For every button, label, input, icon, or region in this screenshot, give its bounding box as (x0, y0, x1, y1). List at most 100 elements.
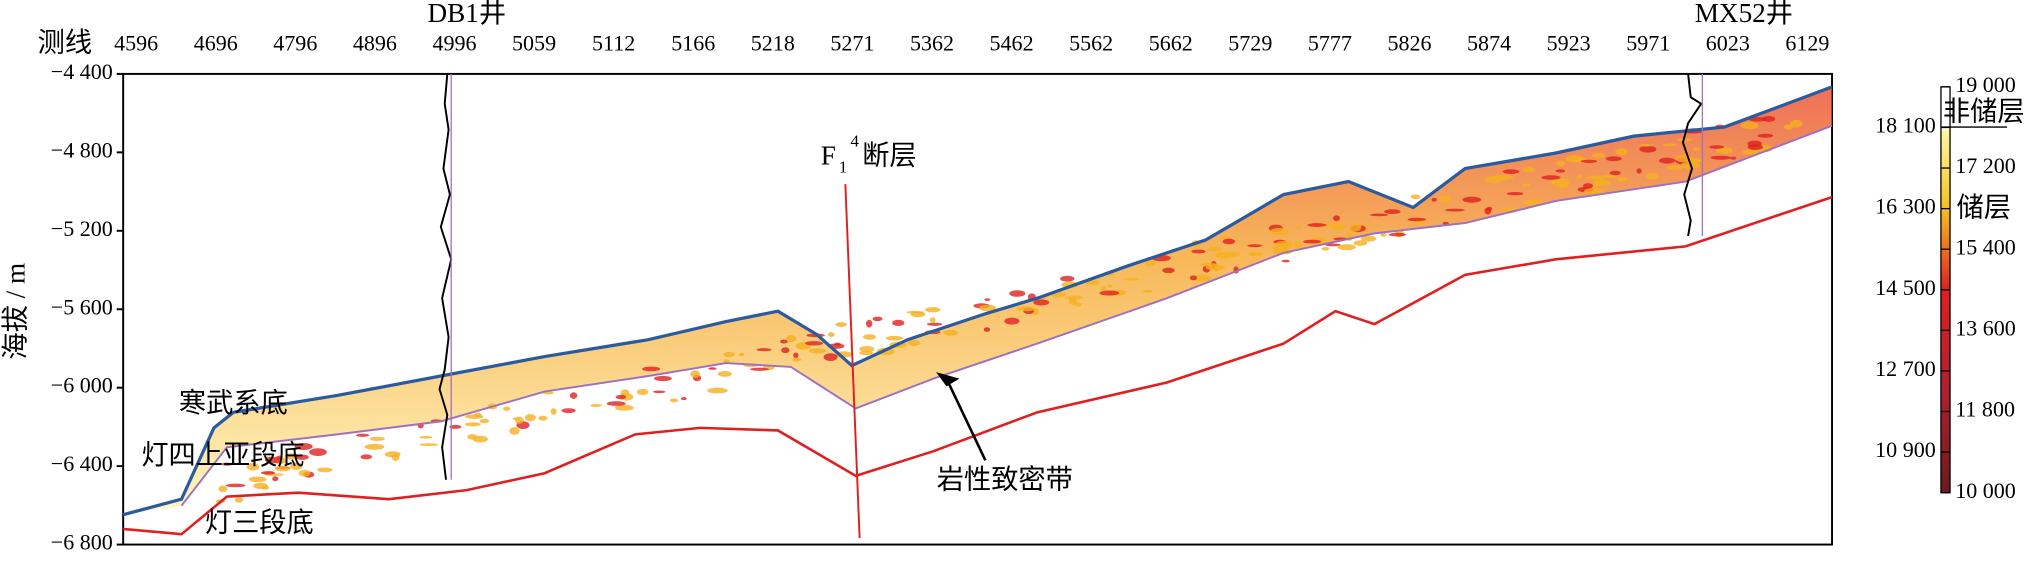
speckle (1639, 145, 1657, 153)
speckle (1123, 277, 1140, 281)
speckle (248, 476, 267, 483)
speckle (781, 347, 790, 354)
x-tick-label: 5462 (990, 30, 1034, 55)
well-label: MX52井 (1695, 0, 1793, 28)
speckle (1523, 199, 1543, 206)
colorbar-tick-label: 12 700 (1875, 356, 1936, 381)
speckle (1353, 240, 1368, 246)
speckle (1294, 240, 1302, 249)
speckle (1191, 249, 1206, 254)
speckle (569, 392, 578, 399)
speckle (892, 319, 905, 327)
speckle (614, 404, 634, 411)
speckle (1346, 232, 1353, 239)
speckle (1325, 243, 1341, 247)
speckle (1502, 169, 1520, 174)
speckle (1142, 289, 1153, 293)
speckle (1757, 133, 1774, 138)
speckle (464, 422, 481, 427)
speckle (924, 307, 941, 313)
speckle (1033, 299, 1050, 306)
speckle (1640, 144, 1653, 147)
annotation: 寒武系底 (179, 388, 288, 418)
speckle (1272, 244, 1290, 253)
speckle (1356, 223, 1363, 228)
speckle (253, 482, 268, 490)
speckle (1747, 144, 1764, 150)
speckle (835, 322, 847, 327)
x-tick-label: 5826 (1387, 30, 1431, 55)
speckle (680, 397, 687, 401)
speckle (260, 471, 275, 475)
x-tick-label: 4796 (273, 30, 317, 55)
x-tick-label: 5271 (830, 30, 874, 55)
colorbar-label: 非储层 (1943, 96, 2025, 126)
bottom-horizon (123, 195, 1833, 536)
x-tick-label: 5777 (1308, 30, 1352, 55)
annotation: 灯四上亚段底 (141, 440, 304, 470)
speckle (419, 435, 433, 439)
speckle (1658, 157, 1676, 164)
speckle (298, 469, 311, 477)
speckle (1593, 179, 1612, 186)
speckle (1709, 145, 1725, 149)
speckle (1609, 170, 1621, 176)
speckle (1666, 165, 1684, 170)
speckle (756, 348, 772, 352)
speckle (225, 483, 246, 488)
speckle (1065, 295, 1084, 300)
speckle (1484, 207, 1492, 215)
speckle (1193, 274, 1212, 282)
speckle (234, 496, 244, 503)
speckle (360, 454, 372, 460)
speckle (1269, 227, 1290, 236)
speckle (1748, 117, 1767, 122)
colorbar-tick-label: 10 900 (1875, 437, 1936, 462)
speckle (654, 375, 672, 382)
x-tick-label: 5874 (1467, 30, 1511, 55)
x-tick-label: 5112 (592, 30, 635, 55)
speckle (1783, 124, 1794, 130)
speckle (1444, 208, 1465, 212)
speckle (1710, 155, 1731, 160)
speckle (833, 342, 842, 346)
speckle (865, 319, 873, 328)
y-tick-label: −4 800 (51, 137, 113, 162)
speckle (1555, 160, 1566, 167)
speckle (419, 443, 439, 447)
y-tick-label: −6 000 (51, 373, 113, 398)
annotation: 灯三段底 (205, 507, 314, 537)
speckle (1410, 194, 1421, 200)
speckle (615, 394, 627, 400)
y-tick-label: −6 800 (51, 530, 113, 555)
speckle (1189, 275, 1198, 281)
speckle (1200, 262, 1219, 267)
speckle (642, 366, 661, 372)
speckle (738, 352, 745, 357)
speckle (872, 316, 883, 322)
speckle (1074, 302, 1082, 307)
speckle (653, 390, 666, 394)
speckle (1431, 197, 1437, 202)
speckle (1207, 246, 1222, 252)
speckle (943, 329, 959, 336)
speckle (823, 353, 838, 361)
speckle (1591, 153, 1606, 158)
speckle (1281, 259, 1290, 263)
colorbar-tick-label: 10 000 (1955, 478, 2016, 503)
speckle (1369, 213, 1389, 217)
speckle (221, 462, 233, 466)
x-tick-label: 4596 (114, 30, 158, 55)
speckle (1740, 121, 1759, 130)
x-tick-label: 5362 (910, 30, 954, 55)
speckle (636, 388, 649, 395)
speckle (550, 408, 557, 415)
x-tick-label: 4696 (194, 30, 238, 55)
speckle (1522, 166, 1535, 173)
middle-horizon (180, 124, 1833, 507)
colorbar-tick-label: 16 300 (1875, 194, 1936, 219)
speckle (1506, 192, 1524, 196)
speckle (707, 387, 728, 394)
x-tick-label: 5166 (671, 30, 715, 55)
